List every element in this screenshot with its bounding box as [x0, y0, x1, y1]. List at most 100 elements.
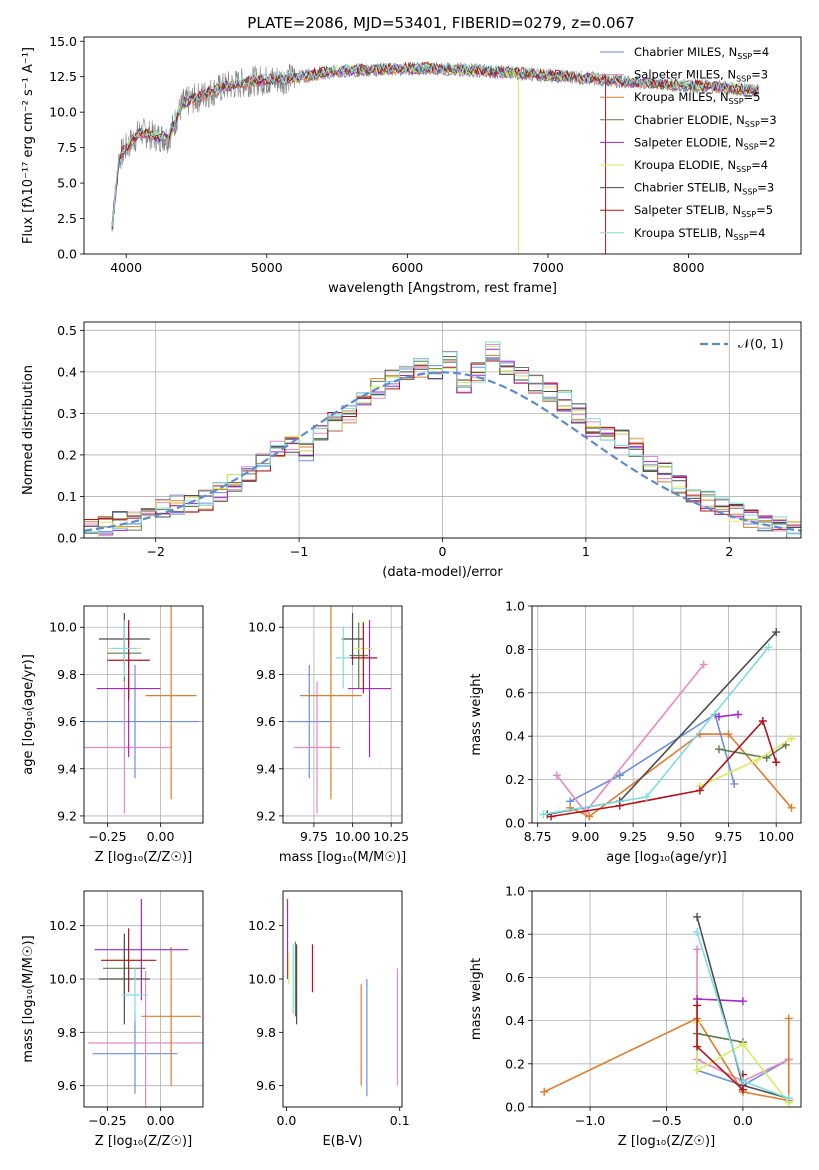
y-tick-label: 10.0	[248, 972, 276, 987]
weight-marker	[615, 801, 624, 810]
y-tick-label: 0.1	[57, 489, 77, 504]
y-tick-label: 9.4	[57, 761, 77, 776]
axes-frame	[531, 605, 802, 824]
legend-subscript: SSP	[742, 188, 757, 197]
legend-tail: =4	[752, 45, 769, 59]
y-tick-label: 7.5	[57, 140, 77, 155]
axes-frame	[83, 605, 204, 824]
axes-frame	[83, 890, 204, 1108]
x-tick-label: 6000	[391, 260, 423, 275]
legend-subscript: SSP	[745, 120, 760, 129]
weight-marker	[787, 803, 796, 812]
weight-marker	[738, 1040, 747, 1049]
legend-tail: =4	[751, 158, 768, 172]
errorbars-age-vs-z	[84, 606, 199, 814]
x-tick-label: −1.0	[575, 1113, 605, 1128]
y-tick-label: 0.0	[57, 531, 77, 546]
legend-entry: Chabrier MILES, NSSP=4	[634, 45, 769, 61]
weight-marker	[764, 643, 773, 652]
y-tick-label: 9.8	[256, 667, 276, 682]
weight-marker	[784, 1094, 793, 1103]
legend-entry: Kroupa ELODIE, NSSP=4	[634, 158, 768, 174]
weight-marker	[693, 1042, 702, 1051]
legend-label: Salpeter MILES, N	[634, 68, 736, 82]
weight-marker	[784, 1014, 793, 1023]
x-axis-label: E(B-V)	[322, 1134, 362, 1149]
legend-subscript: SSP	[736, 165, 751, 174]
weight-marker	[552, 771, 561, 780]
x-tick-label: 0.0	[733, 1113, 753, 1128]
y-tick-label: 0.5	[57, 323, 77, 338]
x-tick-label: 0.1	[390, 1113, 410, 1128]
y-tick-label: 0.3	[57, 406, 77, 421]
x-axis-label: (data-model)/error	[382, 565, 503, 580]
y-tick-label: 9.4	[256, 761, 276, 776]
weight-marker	[615, 771, 624, 780]
y-tick-label: 2.5	[57, 211, 77, 226]
y-tick-label: 10.0	[49, 972, 77, 987]
x-tick-label: −0.25	[88, 829, 126, 844]
weight-line	[696, 1032, 744, 1043]
x-tick-label: 9.25	[619, 829, 647, 844]
x-tick-label: 0.00	[147, 1113, 175, 1128]
axes-age-vs-z: −0.25 0.00 9.2 9.4 9.6 9.8 10.0 Z [log₁₀(Z/Z☉)]…	[21, 606, 203, 865]
weight-marker	[772, 628, 781, 637]
y-tick-label: 0.0	[505, 1100, 525, 1115]
legend-subscript: SSP	[729, 97, 744, 106]
errorbars-age-vs-mass	[287, 606, 392, 814]
y-tick-label: 0.6	[505, 685, 525, 700]
legend-label: Kroupa STELIB, N	[634, 226, 734, 240]
weight-marker	[642, 792, 651, 801]
axes-spectrum: 4000 5000 6000 7000 8000 0.0 2.5 5.0 7.5 10.0 12.5…	[21, 34, 704, 296]
weight-marker	[693, 928, 702, 937]
y-tick-label: 15.0	[49, 34, 77, 49]
legend-tail: =5	[756, 203, 773, 217]
y-tick-label: 0.4	[505, 1013, 525, 1028]
y-axis-label: age [log₁₀(age/yr)]	[21, 654, 36, 775]
axes-mass-vs-ebv: 0.0 0.1 9.6 9.8 10.0 10.2 E(B-V)	[248, 918, 410, 1149]
weight-marker	[738, 997, 747, 1006]
y-axis-label: Normed distribution	[21, 365, 36, 495]
axes-mass-vs-z: −0.25 0.00 9.6 9.8 10.0 10.2 Z [log₁₀(Z/Z☉)] ma…	[21, 891, 203, 1149]
weight-marker	[753, 756, 762, 765]
legend-subscript: SSP	[736, 75, 751, 84]
y-tick-label: 9.6	[256, 1078, 276, 1093]
weight-marker	[714, 712, 723, 721]
legend-label: Kroupa ELODIE, N	[634, 158, 736, 172]
axes-residuals: −2 −1 0 1 2 0.0 0.1 0.2 0.3 0.4 0.5 (data-model)/er…	[21, 322, 801, 580]
y-tick-label: 5.0	[57, 176, 77, 191]
y-tick-label: 10.2	[49, 918, 77, 933]
y-axis-label: mass weight	[469, 673, 484, 755]
legend-subscript: SSP	[741, 210, 756, 219]
legend-tail: =3	[757, 181, 774, 195]
legend-tail: =3	[760, 113, 777, 127]
weight-marker	[695, 786, 704, 795]
y-tick-label: 0.4	[57, 364, 77, 379]
axes-frame	[531, 890, 802, 1108]
weight-line	[569, 713, 735, 803]
y-tick-label: 1.0	[505, 884, 525, 899]
legend-subscript: SSP	[737, 52, 752, 61]
x-tick-label: 9.75	[715, 829, 743, 844]
x-tick-label: 2	[725, 544, 733, 559]
legend-label: Chabrier ELODIE, N	[634, 113, 745, 127]
weight-line	[718, 744, 787, 759]
legend-tail: =2	[759, 135, 776, 149]
x-axis-label: Z [log₁₀(Z/Z☉)]	[95, 1134, 192, 1149]
legend-entry: Salpeter ELODIE, NSSP=2	[634, 135, 776, 151]
x-tick-label: 1	[582, 544, 590, 559]
legend-label: Chabrier MILES, N	[634, 45, 737, 59]
x-tick-label: 8000	[673, 260, 705, 275]
y-tick-label: 9.8	[57, 1025, 77, 1040]
x-tick-label: 0.0	[276, 1113, 296, 1128]
weight-marker	[762, 753, 771, 762]
y-tick-label: 9.6	[57, 714, 77, 729]
legend-label: Salpeter ELODIE, N	[634, 135, 744, 149]
x-tick-label: 8.75	[524, 829, 552, 844]
model-spectrum	[111, 62, 759, 227]
legend-entry: Salpeter MILES, NSSP=3	[634, 68, 768, 84]
x-tick-label: 10.00	[758, 829, 794, 844]
x-tick-label: 0.00	[147, 829, 175, 844]
